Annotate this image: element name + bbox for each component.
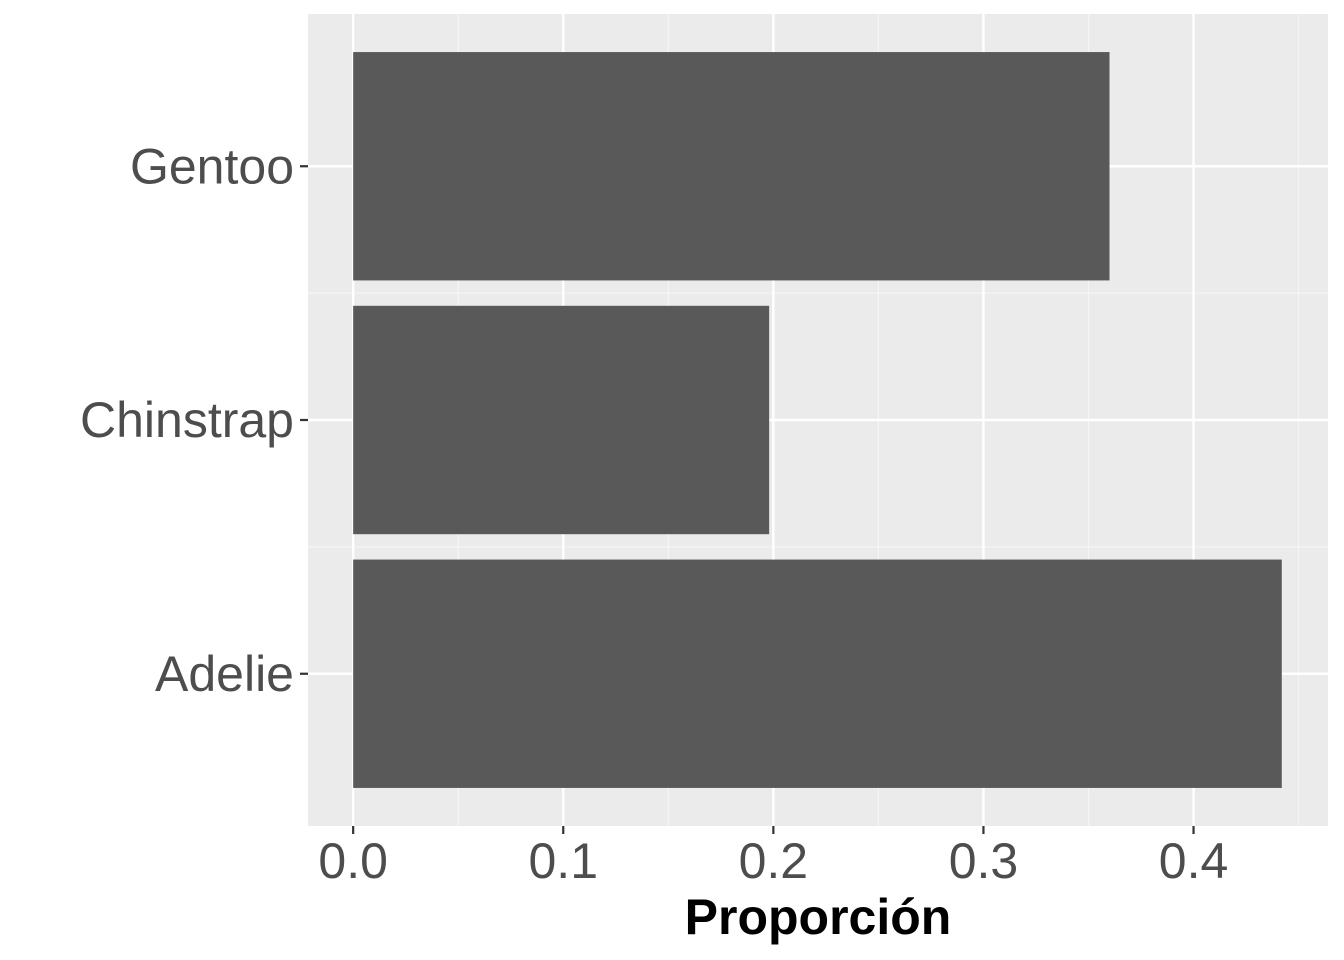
x-tick-label: 0.4 [1159, 833, 1229, 889]
x-axis: 0.0 0.1 0.2 0.3 0.4 [318, 826, 1228, 889]
x-tick-label: 0.1 [529, 833, 599, 889]
x-tick-label: 0.3 [949, 833, 1019, 889]
x-tick-label: 0.0 [318, 833, 388, 889]
bars [353, 52, 1282, 788]
bar-gentoo [353, 52, 1110, 281]
bar-adelie [353, 559, 1282, 788]
x-axis-title: Proporción [685, 889, 952, 945]
bar-chinstrap [353, 305, 770, 535]
y-tick-label: Adelie [155, 646, 294, 702]
x-tick-label: 0.2 [739, 833, 809, 889]
y-tick-label: Gentoo [130, 138, 294, 194]
y-axis: Adelie Chinstrap Gentoo [80, 138, 308, 702]
y-tick-label: Chinstrap [80, 392, 294, 448]
